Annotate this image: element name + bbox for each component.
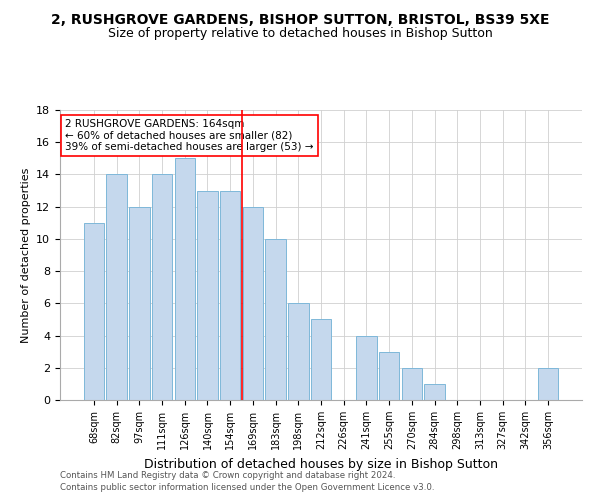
Bar (106, 174, 127, 400)
Bar (152, 174, 172, 400)
Bar (379, 352, 400, 400)
X-axis label: Distribution of detached houses by size in Bishop Sutton: Distribution of detached houses by size … (144, 458, 498, 470)
Bar (84, 223, 104, 400)
Bar (538, 368, 558, 400)
Bar (265, 239, 286, 400)
Bar (401, 368, 422, 400)
Bar (175, 158, 195, 400)
Y-axis label: Number of detached properties: Number of detached properties (20, 168, 31, 342)
Text: 2 RUSHGROVE GARDENS: 164sqm
← 60% of detached houses are smaller (82)
39% of sem: 2 RUSHGROVE GARDENS: 164sqm ← 60% of det… (65, 118, 314, 152)
Bar (288, 304, 308, 400)
Text: Contains public sector information licensed under the Open Government Licence v3: Contains public sector information licen… (60, 484, 434, 492)
Bar (129, 206, 149, 400)
Bar (197, 190, 218, 400)
Text: Contains HM Land Registry data © Crown copyright and database right 2024.: Contains HM Land Registry data © Crown c… (60, 471, 395, 480)
Bar (311, 320, 331, 400)
Bar (220, 190, 241, 400)
Bar (356, 336, 377, 400)
Text: 2, RUSHGROVE GARDENS, BISHOP SUTTON, BRISTOL, BS39 5XE: 2, RUSHGROVE GARDENS, BISHOP SUTTON, BRI… (51, 12, 549, 26)
Bar (242, 206, 263, 400)
Bar (424, 384, 445, 400)
Text: Size of property relative to detached houses in Bishop Sutton: Size of property relative to detached ho… (107, 28, 493, 40)
